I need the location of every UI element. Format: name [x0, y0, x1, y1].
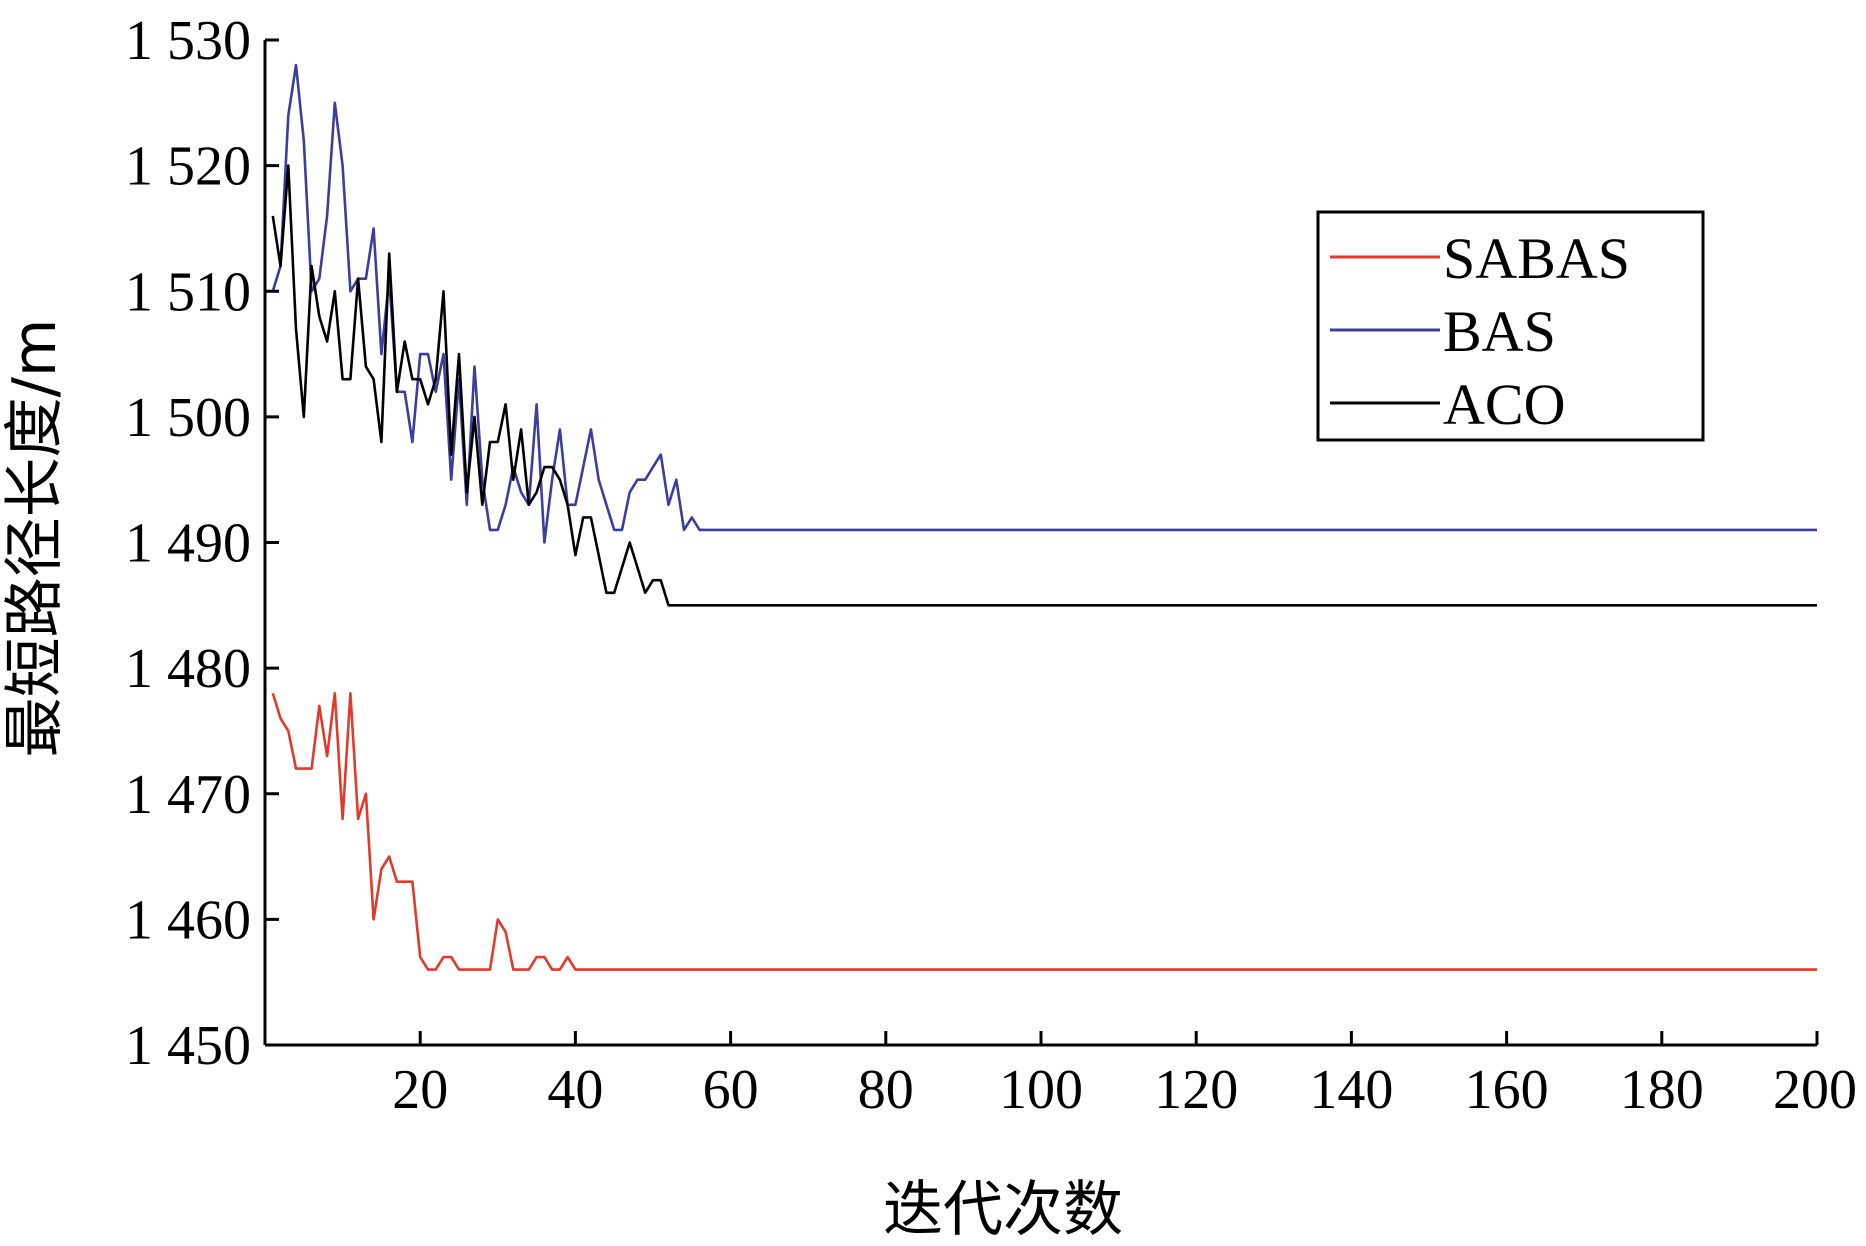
y-tick-label: 1 500 [125, 387, 251, 449]
x-axis-title: 迭代次数 [883, 1175, 1123, 1245]
legend-label-bas: BAS [1443, 299, 1556, 364]
y-tick-label: 1 450 [125, 1015, 251, 1077]
x-tick-label: 180 [1620, 1059, 1704, 1121]
x-tick-label: 160 [1465, 1059, 1549, 1121]
legend: SABAS BAS ACO [1316, 210, 1705, 442]
legend-label-sabas: SABAS [1443, 226, 1630, 291]
x-tick-label: 200 [1773, 1059, 1857, 1121]
x-tick-label: 100 [999, 1059, 1083, 1121]
y-tick-label: 1 470 [125, 764, 251, 826]
series-line-aco [271, 164, 1817, 607]
y-axis-title: 最短路径长度/m [0, 319, 70, 758]
legend-label-aco: ACO [1443, 372, 1565, 437]
x-tick-label: 80 [858, 1059, 914, 1121]
x-tick-label: 20 [392, 1059, 448, 1121]
plot-area [263, 40, 1817, 1047]
series-layer [271, 63, 1817, 971]
x-tick-label: 140 [1309, 1059, 1393, 1121]
y-tick-label: 1 460 [125, 889, 251, 951]
x-tick-label: 120 [1154, 1059, 1238, 1121]
series-line-sabas [271, 691, 1817, 971]
y-tick-label: 1 530 [125, 10, 251, 72]
x-tick-label: 60 [703, 1059, 759, 1121]
y-tick-label: 1 490 [125, 513, 251, 575]
y-tick-label: 1 480 [125, 638, 251, 700]
y-tick-label: 1 520 [125, 136, 251, 198]
x-tick-label: 40 [547, 1059, 603, 1121]
y-tick-label: 1 510 [125, 261, 251, 323]
x-axis-ticks: 20 40 60 80 100 120 140 160 180 200 [392, 1031, 1857, 1121]
series-line-bas [271, 63, 1817, 544]
y-axis-ticks: 1 450 1 460 1 470 1 480 1 490 1 500 1 510 1 520… [125, 10, 279, 1077]
